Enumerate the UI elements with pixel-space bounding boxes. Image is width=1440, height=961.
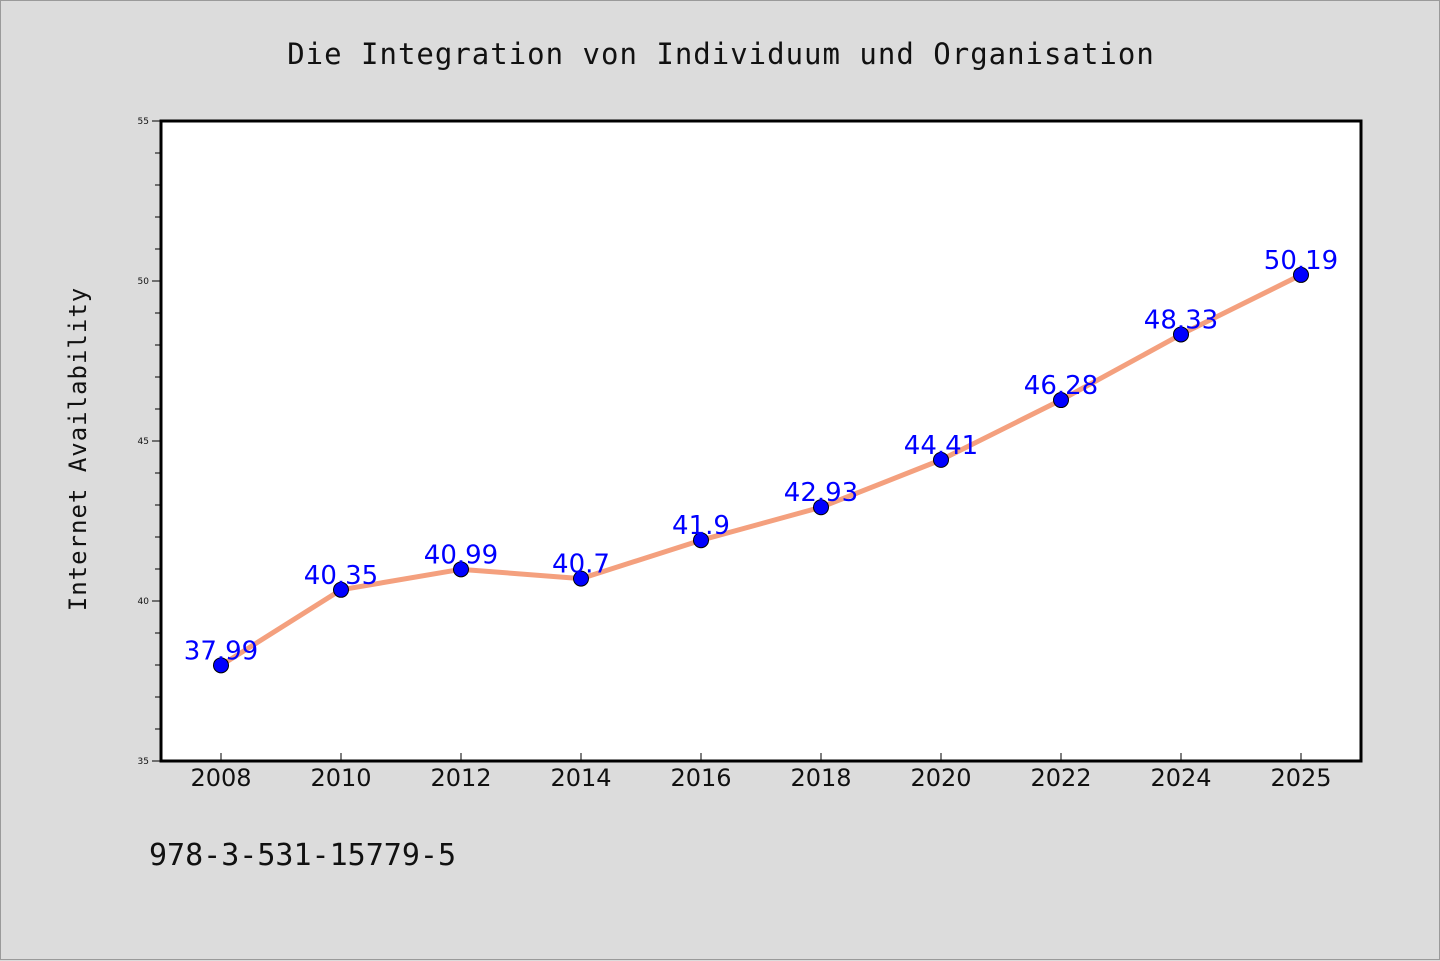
series-line (219, 272, 1303, 668)
y-tick-label: 55 (138, 117, 149, 127)
data-point (693, 532, 709, 549)
x-tick-label: 2025 (1270, 764, 1331, 792)
y-tick-label: 45 (138, 437, 149, 447)
x-tick-label: 2012 (430, 764, 491, 792)
data-point (453, 561, 469, 578)
x-tick-label: 2024 (1150, 764, 1211, 792)
data-point (1053, 392, 1069, 409)
chart-title: Die Integration von Individuum und Organ… (287, 37, 1155, 71)
data-point (573, 570, 589, 587)
data-label: 40.7 (552, 550, 610, 580)
x-tick-label: 2010 (310, 764, 371, 792)
x-tick-label: 2020 (910, 764, 971, 792)
x-tick-label: 2008 (190, 764, 251, 792)
data-point (1173, 326, 1189, 343)
data-labels: 37.99 40.35 40.99 40.7 41.9 42.93 44.41 46.28 48… (184, 246, 1338, 666)
x-tick-label: 2022 (1030, 764, 1091, 792)
data-label: 42.93 (784, 478, 858, 508)
data-label: 40.35 (304, 561, 378, 591)
data-label: 48.33 (1144, 305, 1218, 335)
x-tick-label: 2014 (550, 764, 611, 792)
data-label: 40.99 (424, 540, 498, 570)
data-label: 46.28 (1024, 371, 1098, 401)
data-label: 50.19 (1264, 246, 1338, 276)
y-tick-label: 40 (138, 597, 150, 607)
data-label: 37.99 (184, 636, 258, 666)
x-axis: 2008 2010 2012 2014 2016 2018 2020 2022 2024 2025 (190, 753, 1332, 792)
data-points (213, 266, 1309, 674)
y-tick-label: 35 (138, 757, 149, 767)
plot-area (159, 119, 1363, 763)
y-tick-label: 50 (138, 277, 150, 287)
y-axis: 35 40 45 50 55 (138, 117, 161, 767)
data-point (933, 451, 949, 468)
y-axis-label: Internet Availability (64, 287, 92, 611)
data-point (1293, 266, 1309, 283)
data-label: 41.9 (672, 511, 730, 541)
x-tick-label: 2018 (790, 764, 851, 792)
data-label: 44.41 (904, 431, 978, 461)
data-point (333, 581, 349, 598)
data-point (813, 499, 829, 516)
isbn-annotation: 978-3-531-15779-5 (149, 838, 456, 873)
data-point (213, 657, 229, 674)
x-tick-label: 2016 (670, 764, 731, 792)
